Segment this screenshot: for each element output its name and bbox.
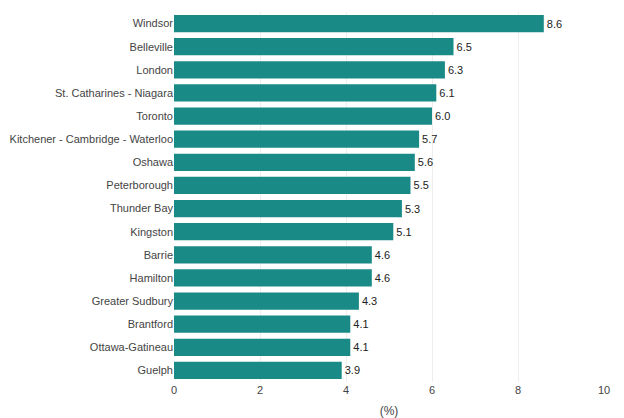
svg-text:Peterborough: Peterborough <box>106 179 173 191</box>
svg-text:4.6: 4.6 <box>375 249 390 261</box>
svg-text:Toronto: Toronto <box>136 110 173 122</box>
svg-text:5.1: 5.1 <box>396 226 411 238</box>
svg-text:6.0: 6.0 <box>435 110 450 122</box>
svg-text:Windsor: Windsor <box>133 17 174 29</box>
svg-text:Belleville: Belleville <box>130 41 173 53</box>
svg-text:Brantford: Brantford <box>128 318 173 330</box>
svg-text:10: 10 <box>598 384 610 396</box>
svg-text:Oshawa: Oshawa <box>133 156 174 168</box>
svg-text:8.6: 8.6 <box>547 18 562 30</box>
svg-text:London: London <box>136 64 173 76</box>
svg-text:Kingston: Kingston <box>130 226 173 238</box>
svg-text:St. Catharines - Niagara: St. Catharines - Niagara <box>55 87 174 99</box>
svg-text:Guelph: Guelph <box>138 364 173 376</box>
svg-text:6: 6 <box>429 384 435 396</box>
svg-text:Greater Sudbury: Greater Sudbury <box>92 295 174 307</box>
svg-text:6.1: 6.1 <box>439 87 454 99</box>
svg-text:3.9: 3.9 <box>345 364 360 376</box>
svg-text:Barrie: Barrie <box>144 249 173 261</box>
svg-text:6.3: 6.3 <box>448 64 463 76</box>
svg-text:Kitchener - Cambridge - Waterl: Kitchener - Cambridge - Waterloo <box>10 133 173 145</box>
svg-text:6.5: 6.5 <box>457 41 472 53</box>
svg-text:Thunder Bay: Thunder Bay <box>110 202 173 214</box>
svg-text:4: 4 <box>343 384 349 396</box>
svg-text:Ottawa-Gatineau: Ottawa-Gatineau <box>90 341 173 353</box>
svg-text:(%): (%) <box>380 404 399 418</box>
svg-text:5.3: 5.3 <box>405 203 420 215</box>
svg-text:4.3: 4.3 <box>362 295 377 307</box>
svg-text:4.1: 4.1 <box>353 341 368 353</box>
svg-text:4.1: 4.1 <box>353 318 368 330</box>
svg-text:Hamilton: Hamilton <box>130 272 173 284</box>
svg-text:5.5: 5.5 <box>414 179 429 191</box>
svg-text:5.6: 5.6 <box>418 156 433 168</box>
svg-text:0: 0 <box>171 384 177 396</box>
svg-text:8: 8 <box>515 384 521 396</box>
svg-text:5.7: 5.7 <box>422 133 437 145</box>
svg-text:4.6: 4.6 <box>375 272 390 284</box>
svg-text:2: 2 <box>257 384 263 396</box>
